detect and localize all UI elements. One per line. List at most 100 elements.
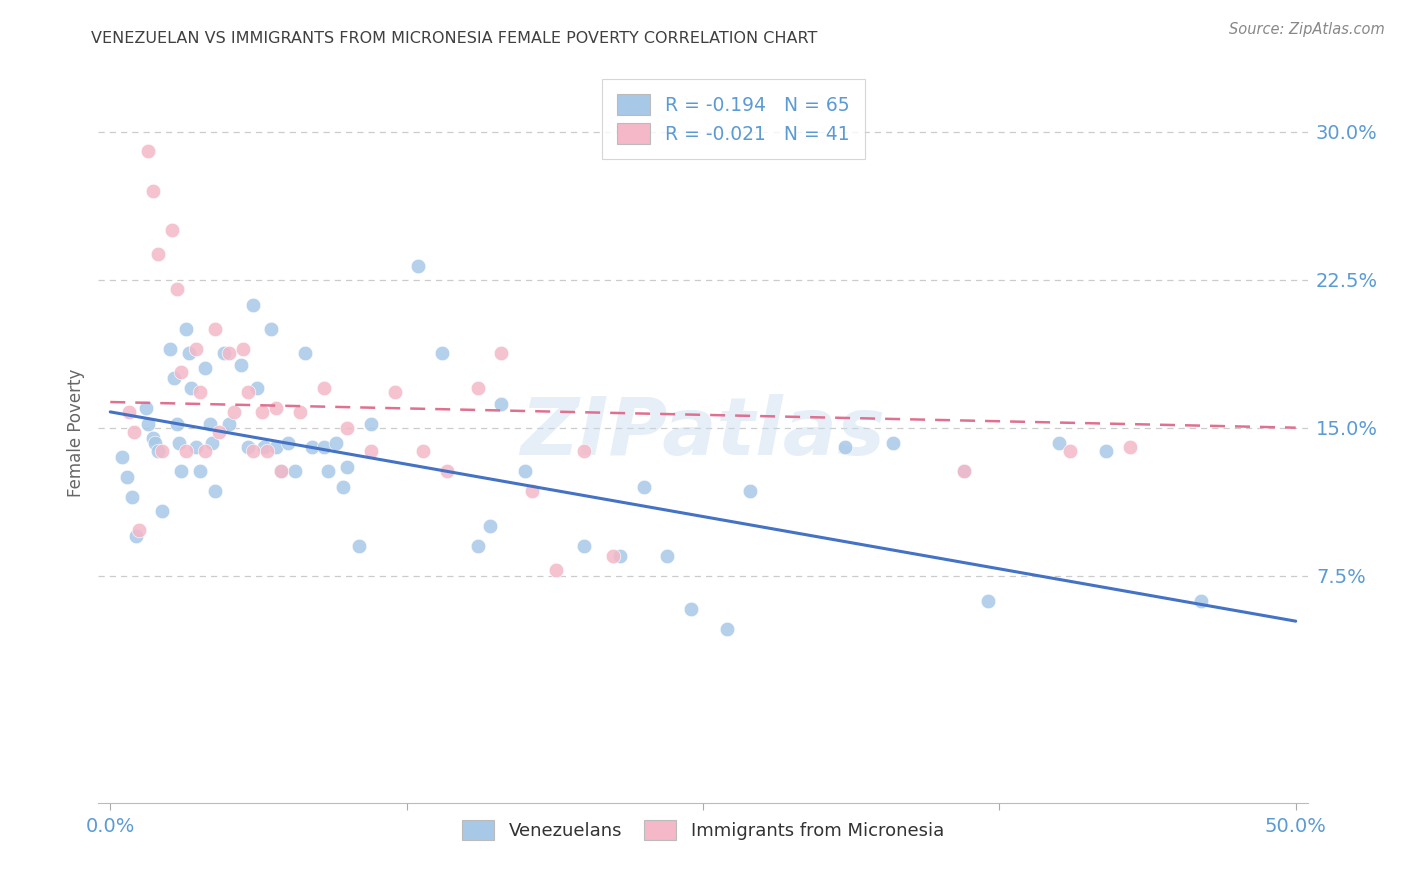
Point [478,519,501,533]
Point [952,464,974,478]
Point [242,298,264,312]
Point [146,444,169,458]
Point [142,184,165,198]
Point [253,441,276,455]
Point [160,223,183,237]
Point [152,444,174,458]
Point [834,441,856,455]
Point [190,385,212,400]
Point [204,322,226,336]
Point [384,385,406,400]
Point [574,444,596,458]
Point [201,436,224,450]
Point [184,342,207,356]
Point [246,381,269,395]
Point [467,381,489,395]
Point [163,371,186,385]
Point [236,385,259,400]
Legend: Venezuelans, Immigrants from Micronesia: Venezuelans, Immigrants from Micronesia [453,812,953,849]
Text: VENEZUELAN VS IMMIGRANTS FROM MICRONESIA FEMALE POVERTY CORRELATION CHART: VENEZUELAN VS IMMIGRANTS FROM MICRONESIA… [91,31,818,46]
Point [288,405,311,419]
Point [232,342,254,356]
Point [544,563,567,577]
Point [128,524,150,538]
Point [312,441,335,455]
Point [681,602,703,616]
Point [121,490,143,504]
Point [212,345,235,359]
Y-axis label: Female Poverty: Female Poverty [66,368,84,497]
Point [277,436,299,450]
Point [204,483,226,498]
Point [122,425,145,439]
Point [976,594,998,608]
Point [284,464,307,478]
Point [194,361,217,376]
Point [1119,441,1142,455]
Point [218,345,240,359]
Point [177,345,200,359]
Point [515,464,537,478]
Point [491,397,513,411]
Point [170,365,193,379]
Point [574,539,596,553]
Point [325,436,347,450]
Point [170,464,193,478]
Point [166,417,188,431]
Point [198,417,221,431]
Point [118,405,141,419]
Text: Source: ZipAtlas.com: Source: ZipAtlas.com [1229,22,1385,37]
Point [522,483,544,498]
Point [256,444,278,458]
Point [174,444,197,458]
Point [167,436,190,450]
Point [1095,444,1118,458]
Point [336,460,359,475]
Point [270,464,292,478]
Point [180,381,202,395]
Point [301,441,323,455]
Point [194,444,217,458]
Point [1059,444,1081,458]
Point [336,420,359,434]
Point [360,417,382,431]
Point [222,405,245,419]
Point [412,444,434,458]
Point [1047,436,1070,450]
Point [716,622,738,636]
Point [882,436,904,450]
Point [360,444,382,458]
Point [143,436,166,450]
Point [208,425,231,439]
Point [633,480,655,494]
Point [260,322,283,336]
Point [159,342,181,356]
Point [146,247,169,261]
Point [952,464,974,478]
Point [111,450,134,465]
Point [125,529,148,543]
Point [135,401,157,415]
Point [602,549,624,563]
Point [190,464,212,478]
Point [242,444,264,458]
Point [270,464,292,478]
Point [467,539,489,553]
Point [236,441,259,455]
Point [152,503,174,517]
Point [136,145,159,159]
Point [264,441,287,455]
Point [312,381,335,395]
Point [436,464,458,478]
Text: ZIPatlas: ZIPatlas [520,393,886,472]
Point [491,345,513,359]
Point [166,283,188,297]
Point [408,259,430,273]
Point [184,441,207,455]
Point [115,470,138,484]
Point [250,405,273,419]
Point [609,549,631,563]
Point [264,401,287,415]
Point [229,358,252,372]
Point [294,345,316,359]
